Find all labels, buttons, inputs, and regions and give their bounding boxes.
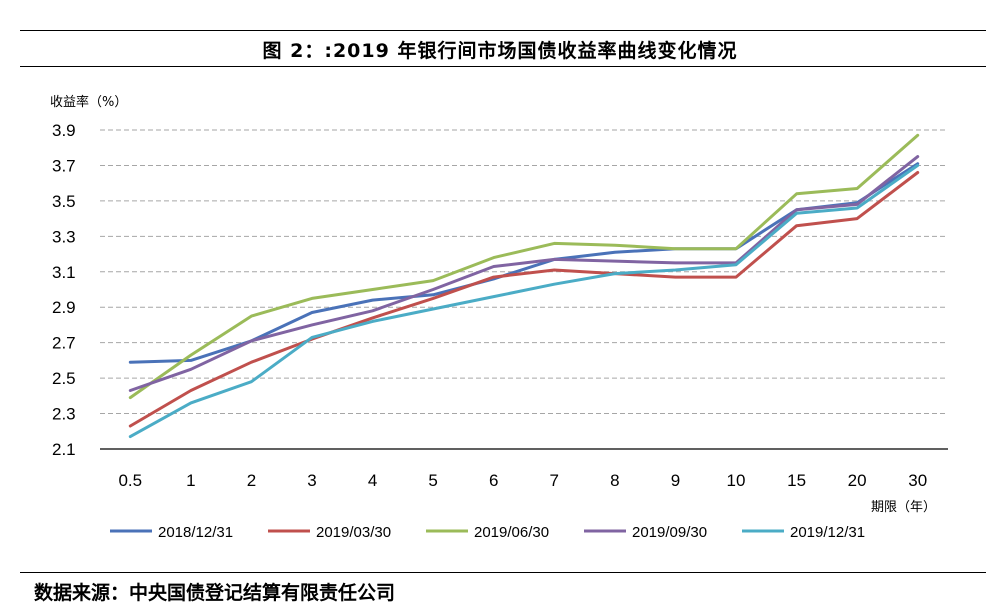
series-line <box>128 133 920 400</box>
x-tick-label: 5 <box>428 471 437 490</box>
y-axis-label: 收益率（%） <box>50 94 127 110</box>
title-rule <box>20 66 986 67</box>
x-tick-label: 9 <box>671 471 680 490</box>
legend-label: 2019/12/31 <box>790 524 865 541</box>
x-tick-label: 30 <box>908 471 927 490</box>
x-tick-label: 6 <box>489 471 498 490</box>
y-tick-label: 3.5 <box>52 192 76 211</box>
x-tick-label: 10 <box>727 471 746 490</box>
y-tick-label: 3.7 <box>52 156 76 175</box>
x-tick-label: 4 <box>368 471 377 490</box>
legend-label: 2019/03/30 <box>316 524 391 541</box>
source-rule <box>20 572 986 573</box>
series-lines <box>128 133 920 439</box>
y-tick-label: 3.9 <box>52 121 76 140</box>
legend: 2018/12/31 2019/03/30 2019/06/30 2019/09/30… <box>110 524 865 541</box>
x-tick-label: 3 <box>307 471 316 490</box>
y-tick-label: 2.5 <box>52 369 76 388</box>
y-tick-label: 2.7 <box>52 334 76 353</box>
x-axis-label: 期限（年） <box>871 500 936 515</box>
yield-curve-chart: 收益率（%） 2.1 2.3 2.5 2.7 2.9 3.1 3.3 3.5 3.7 3.9 0.… <box>50 94 948 541</box>
source-note: 数据来源：中央国债登记结算有限责任公司 <box>34 582 396 604</box>
x-tick-label: 1 <box>186 471 195 490</box>
x-tick-label: 2 <box>247 471 256 490</box>
y-tick-label: 2.3 <box>52 405 76 424</box>
top-rule <box>20 30 986 31</box>
x-tick-label: 20 <box>848 471 867 490</box>
y-tick-label: 2.9 <box>52 298 76 317</box>
x-tick-label: 8 <box>610 471 619 490</box>
series-line <box>128 171 920 428</box>
x-axis-ticks: 0.5 1 2 3 4 5 6 7 8 9 10 15 20 30 <box>118 471 927 490</box>
series-line <box>128 162 920 364</box>
y-axis-ticks: 2.1 2.3 2.5 2.7 2.9 3.1 3.3 3.5 3.7 3.9 <box>52 121 76 459</box>
y-tick-label: 2.1 <box>52 440 76 459</box>
x-tick-label: 15 <box>787 471 806 490</box>
series-line <box>128 163 920 439</box>
legend-label: 2018/12/31 <box>158 524 233 541</box>
y-tick-label: 3.1 <box>52 263 76 282</box>
grid-lines <box>100 129 948 415</box>
legend-label: 2019/09/30 <box>632 524 707 541</box>
x-tick-label: 7 <box>550 471 559 490</box>
y-tick-label: 3.3 <box>52 227 76 246</box>
figure-title: 图 2：:2019 年银行间市场国债收益率曲线变化情况 <box>262 40 738 62</box>
series-line <box>128 155 920 392</box>
legend-label: 2019/06/30 <box>474 524 549 541</box>
x-tick-label: 0.5 <box>118 471 142 490</box>
